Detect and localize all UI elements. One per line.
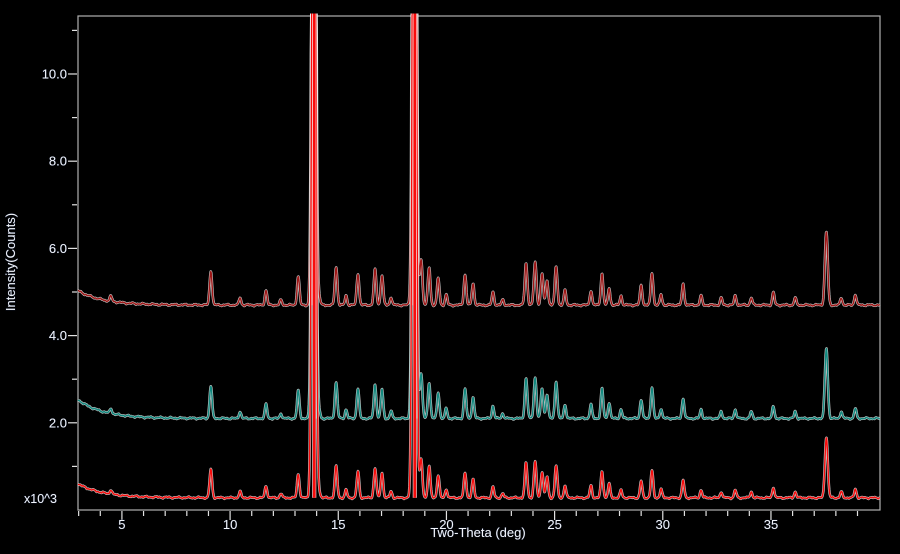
plot-border	[77, 15, 881, 511]
x-tick-label: 5	[118, 517, 125, 532]
y-tick-label: 10.0	[42, 66, 67, 81]
x-tick-label: 35	[764, 517, 778, 532]
y-tick-label: 6.0	[49, 241, 67, 256]
pattern-top-dark-red-halo	[77, 13, 881, 308]
pattern-top-dark-red	[77, 13, 881, 307]
plot-frame	[77, 15, 881, 511]
x-tick-label: 10	[223, 517, 237, 532]
diffraction-traces	[77, 13, 881, 501]
x-axis-title: Two-Theta (deg)	[430, 525, 525, 540]
y-tick-label: 8.0	[49, 154, 67, 169]
pattern-bottom-red-clipped-peak	[413, 13, 417, 498]
pattern-middle-teal	[77, 13, 881, 421]
y-tick-label: 4.0	[49, 328, 67, 343]
axis-tick-labels: 5 10 15 20 25 30 35 2.0 4.0 6.0 8.0 10.0	[41, 66, 778, 532]
y-axis-multiplier-label: x10^3	[24, 492, 57, 506]
y-axis-title: Intensity(Counts)	[3, 213, 18, 311]
pattern-bottom-red-halo	[77, 13, 881, 501]
pattern-bottom-red-clipped-peak	[312, 13, 316, 498]
x-tick-label: 25	[547, 517, 561, 532]
pattern-middle-teal-halo	[77, 13, 881, 421]
x-tick-label: 15	[331, 517, 345, 532]
pattern-bottom-red	[77, 13, 881, 500]
x-tick-label: 30	[656, 517, 670, 532]
y-tick-label: 2.0	[49, 415, 67, 430]
x-tick-label: 20	[439, 517, 453, 532]
axis-ticks	[68, 29, 859, 520]
